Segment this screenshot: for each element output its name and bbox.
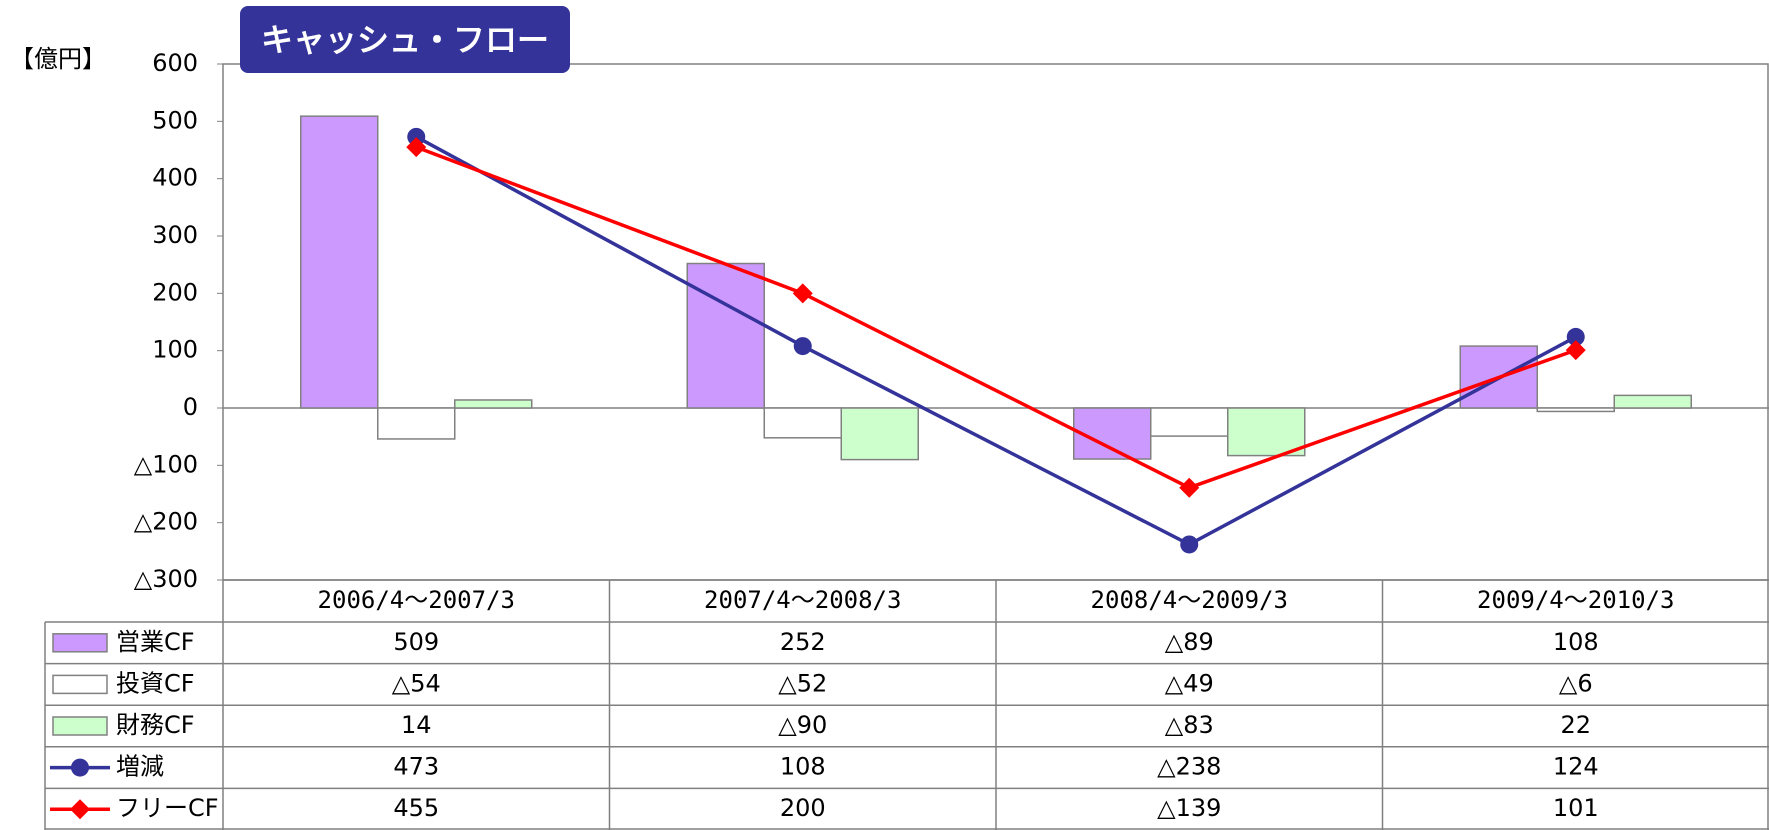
table-value: 108: [1553, 628, 1599, 656]
table-value: △52: [778, 669, 827, 697]
line-marker: [1565, 340, 1586, 361]
line-marker: [407, 127, 426, 146]
y-tick-label: 100: [152, 336, 198, 364]
table-value: △6: [1559, 669, 1593, 697]
line-marker: [1180, 535, 1199, 554]
y-tick-label: △200: [134, 508, 198, 536]
table-value: 252: [780, 628, 826, 656]
bar: [377, 407, 456, 440]
category-label: 2008/4～2009/3: [1091, 586, 1288, 614]
legend-swatch: [52, 674, 108, 695]
bar: [1150, 407, 1229, 437]
line: [415, 145, 1577, 490]
y-tick-label: △300: [134, 565, 198, 593]
table-value: △139: [1157, 794, 1221, 822]
table-value: △49: [1165, 669, 1214, 697]
legend-swatch: [52, 716, 108, 736]
legend-label: 投資CF: [116, 669, 195, 697]
line-marker: [70, 799, 90, 820]
bar: [763, 407, 842, 439]
line-marker: [406, 137, 427, 158]
table-value: 22: [1560, 711, 1591, 739]
y-axis-label: 【億円】: [10, 45, 106, 73]
y-tick-label: 0: [183, 393, 198, 421]
legend-swatch: [52, 633, 108, 653]
bar: [686, 262, 765, 409]
category-label: 2007/4～2008/3: [704, 586, 901, 614]
y-tick-label: 200: [152, 278, 198, 306]
table-value: △83: [1165, 711, 1214, 739]
table-value: △90: [778, 711, 827, 739]
bar: [454, 399, 533, 409]
table-value: 101: [1553, 794, 1599, 822]
line-marker: [792, 283, 813, 304]
y-tick-label: 600: [152, 49, 198, 77]
line-marker: [1566, 327, 1585, 346]
table-value: △89: [1165, 628, 1214, 656]
bar: [840, 407, 919, 461]
table-value: 108: [780, 753, 826, 781]
table-value: 509: [393, 628, 439, 656]
legend-label: 営業CF: [116, 628, 195, 656]
y-tick-label: △100: [134, 450, 198, 478]
table-value: 473: [393, 753, 439, 781]
legend-label: フリーCF: [116, 794, 219, 822]
bar: [300, 115, 379, 409]
table-value: 200: [780, 794, 826, 822]
table-value: 14: [401, 711, 432, 739]
plot-frame: [222, 63, 1769, 581]
y-tick-label: 500: [152, 106, 198, 134]
table-value: 124: [1553, 753, 1599, 781]
y-tick-label: 400: [152, 164, 198, 192]
title-box: [240, 6, 570, 73]
table-value: △54: [392, 669, 441, 697]
table-value: 455: [393, 794, 439, 822]
chart-title: キャッシュ・フロー: [261, 21, 549, 59]
legend-label: 財務CF: [116, 711, 195, 739]
line: [415, 135, 1577, 547]
line-marker: [1179, 477, 1200, 498]
bar: [1227, 407, 1306, 457]
category-label: 2006/4～2007/3: [318, 586, 515, 614]
line-marker: [71, 758, 89, 777]
bar: [1536, 407, 1615, 413]
legend-label: 増減: [116, 753, 164, 781]
category-label: 2009/4～2010/3: [1477, 586, 1674, 614]
table-value: △238: [1157, 753, 1221, 781]
line-marker: [793, 337, 812, 356]
bar: [1613, 394, 1692, 409]
y-tick-label: 300: [152, 221, 198, 249]
